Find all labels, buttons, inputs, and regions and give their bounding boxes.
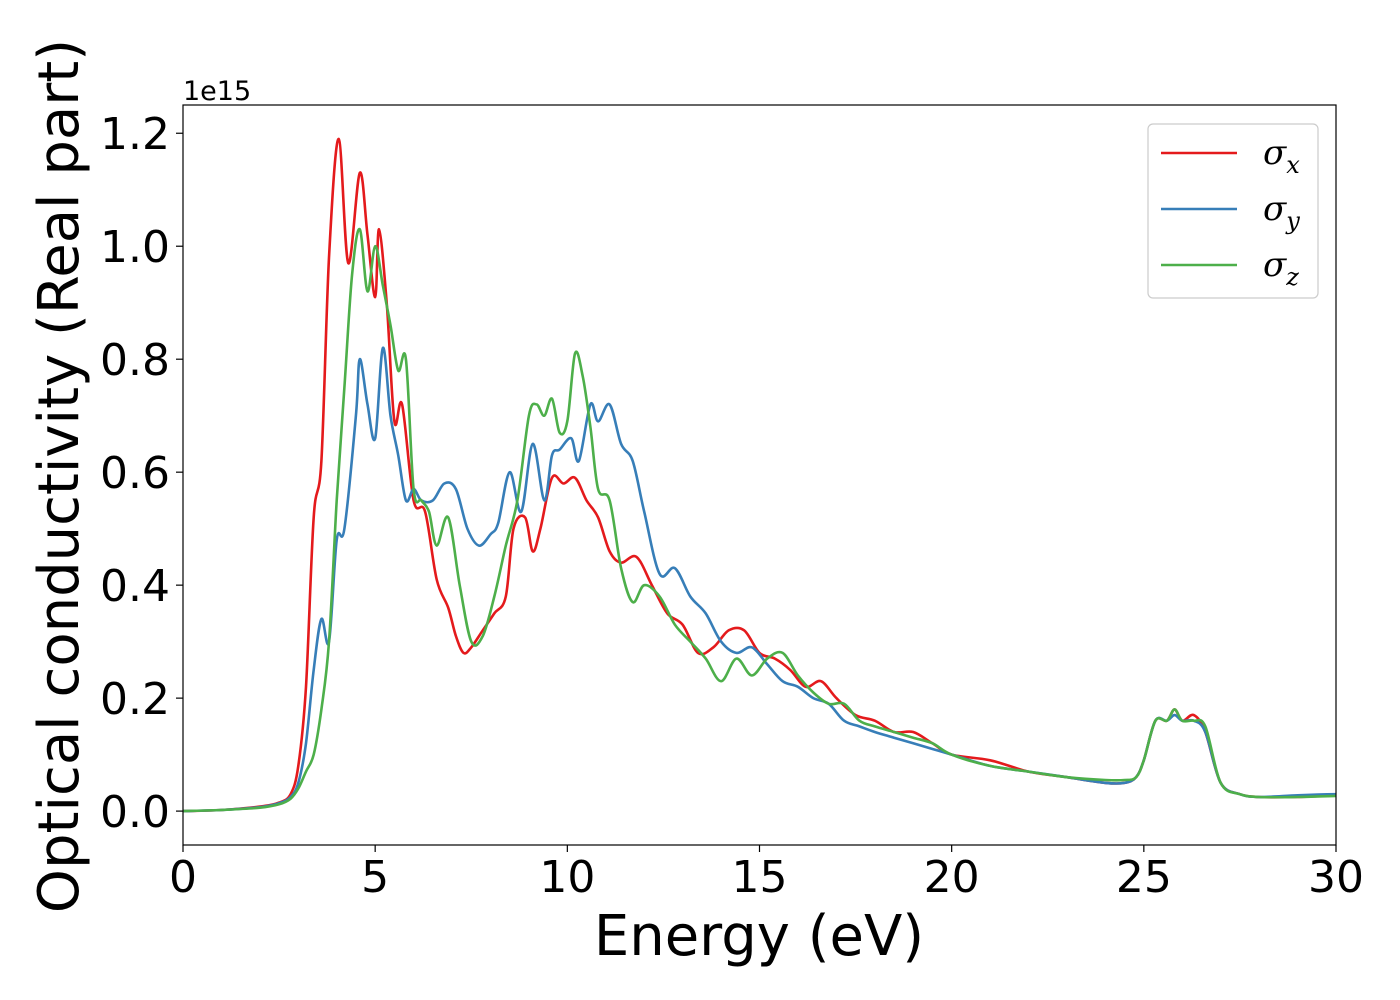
x-tick-label: 0 bbox=[169, 852, 197, 903]
y-offset-label: 1e15 bbox=[183, 76, 251, 107]
y-tick-label: 0.8 bbox=[100, 335, 170, 386]
x-tick-label: 5 bbox=[361, 852, 389, 903]
y-tick-label: 1.0 bbox=[100, 222, 170, 273]
legend: σx σy σz bbox=[1147, 123, 1319, 299]
x-tick-label: 30 bbox=[1308, 852, 1364, 903]
x-tick-label: 25 bbox=[1116, 852, 1172, 903]
x-tick-label: 20 bbox=[924, 852, 980, 903]
legend-label-z: σz bbox=[1263, 245, 1299, 291]
y-tick-label: 0.6 bbox=[100, 448, 170, 499]
y-axis-title: Optical conductivity (Real part) bbox=[27, 39, 92, 913]
series-line-y bbox=[183, 346, 1336, 813]
legend-label-x: σx bbox=[1263, 133, 1300, 179]
y-tick-label: 0.0 bbox=[100, 787, 170, 838]
y-axis-ticks: 0.0 0.2 0.4 0.6 0.8 1.0 1.2 bbox=[100, 109, 183, 838]
x-tick-label: 15 bbox=[732, 852, 788, 903]
x-tick-label: 10 bbox=[539, 852, 595, 903]
legend-box bbox=[1147, 123, 1319, 299]
y-tick-label: 0.2 bbox=[100, 674, 170, 725]
plot-lines bbox=[183, 137, 1336, 813]
series-line-z bbox=[183, 227, 1336, 813]
x-axis-title: Energy (eV) bbox=[594, 904, 924, 969]
x-axis-ticks: 0 5 10 15 20 25 30 bbox=[169, 845, 1364, 903]
legend-label-y: σy bbox=[1263, 189, 1300, 235]
y-tick-label: 0.4 bbox=[100, 561, 170, 612]
y-tick-label: 1.2 bbox=[100, 109, 170, 160]
